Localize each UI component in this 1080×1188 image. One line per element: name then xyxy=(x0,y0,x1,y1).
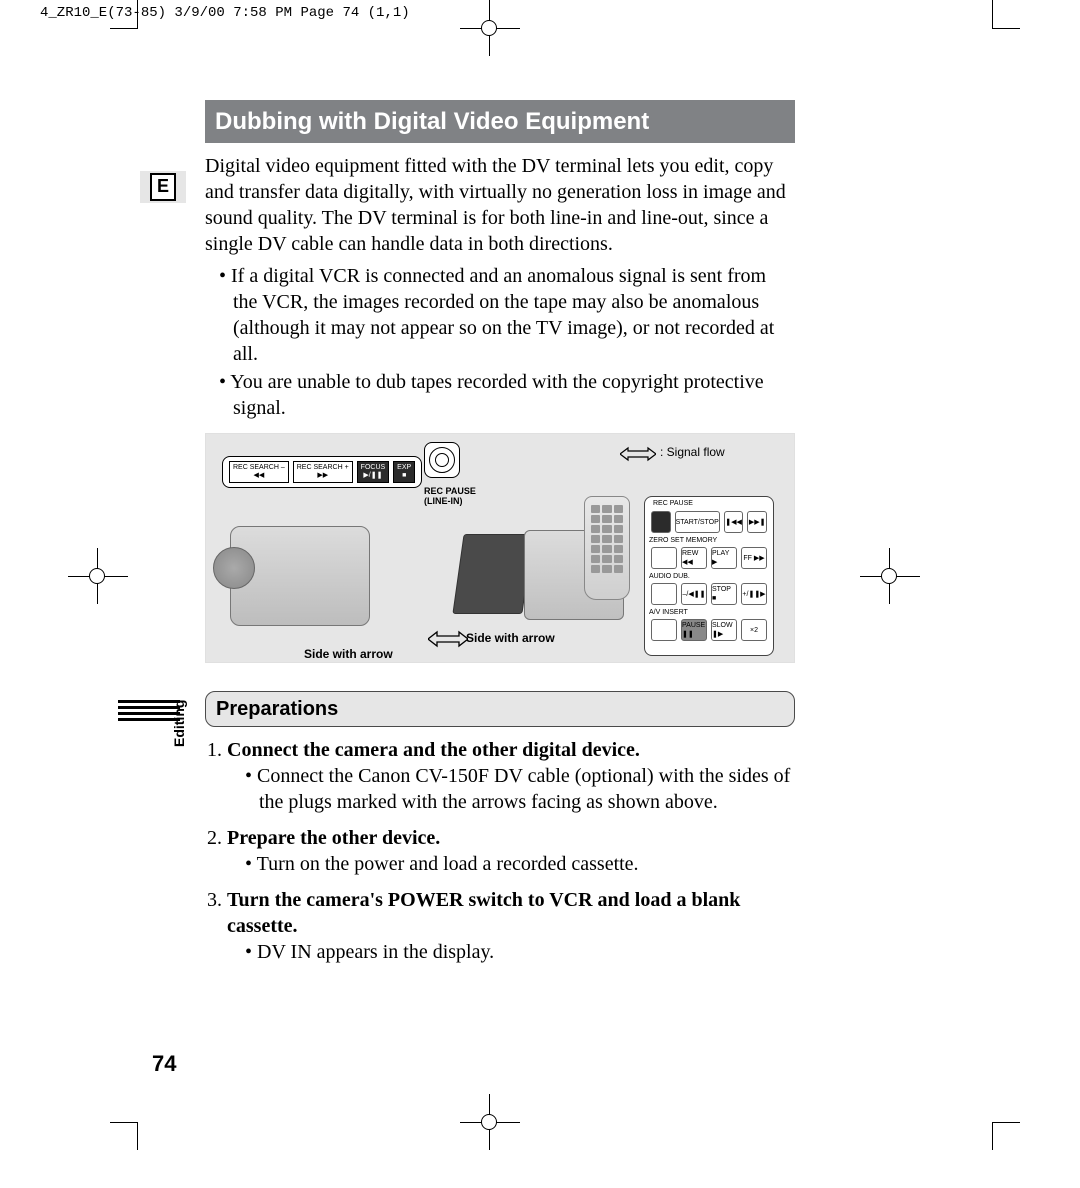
control-callout: REC SEARCH –◀◀ REC SEARCH +▶▶ FOCUS▶/❚❚ … xyxy=(222,456,422,487)
print-header: 4_ZR10_E(73-85) 3/9/00 7:58 PM Page 74 (… xyxy=(40,4,410,22)
remote-button-map: REC PAUSE START/STOP ❚◀◀ ▶▶❚ ZERO SET ME… xyxy=(644,496,774,656)
remote-label: AUDIO DUB. xyxy=(649,573,690,580)
step-title: Prepare the other device. xyxy=(227,827,440,849)
intro-bullet: You are unable to dub tapes recorded wit… xyxy=(219,369,795,421)
remote-btn: ❚◀◀ xyxy=(724,511,744,533)
step-item: Prepare the other device. Turn on the po… xyxy=(227,825,795,877)
lcd-illustration xyxy=(452,534,533,614)
intro-paragraph: Digital video equipment fitted with the … xyxy=(205,153,795,257)
remote-btn: PLAY ▶ xyxy=(711,547,737,569)
language-badge: E xyxy=(140,171,186,203)
callout-btn: FOCUS▶/❚❚ xyxy=(357,461,390,482)
registration-mark xyxy=(881,568,897,584)
remote-small-illustration xyxy=(584,496,630,600)
step-sub: Connect the Canon CV-150F DV cable (opti… xyxy=(245,763,795,815)
page-title: Dubbing with Digital Video Equipment xyxy=(205,100,795,143)
crop-mark xyxy=(137,1122,138,1150)
callout-btn: REC SEARCH +▶▶ xyxy=(293,461,353,482)
remote-btn: START/STOP xyxy=(675,511,720,533)
remote-btn: ×2 xyxy=(741,619,767,641)
side-arrow-label-right: Side with arrow xyxy=(466,631,555,647)
registration-mark xyxy=(481,1114,497,1130)
step-sub: DV IN appears in the display. xyxy=(245,939,795,965)
remote-btn: REW ◀◀ xyxy=(681,547,707,569)
step-title: Turn the camera's POWER switch to VCR an… xyxy=(227,889,740,937)
crop-mark xyxy=(110,1122,138,1123)
preparations-heading: Preparations xyxy=(205,691,795,727)
intro-bullet: If a digital VCR is connected and an ano… xyxy=(219,263,795,367)
signal-flow-label: : Signal flow xyxy=(660,445,725,461)
side-tab-label: Editing xyxy=(170,700,188,747)
step-item: Connect the camera and the other digital… xyxy=(227,737,795,815)
language-badge-letter: E xyxy=(150,173,176,200)
registration-mark xyxy=(89,568,105,584)
remote-btn: ▶▶❚ xyxy=(747,511,767,533)
callout-btn: REC SEARCH –◀◀ xyxy=(229,461,289,482)
remote-label: A/V INSERT xyxy=(649,609,688,616)
preparation-steps: Connect the camera and the other digital… xyxy=(205,737,795,965)
side-arrow-label-left: Side with arrow xyxy=(304,647,393,663)
line-in-label: (LINE-IN) xyxy=(424,496,463,508)
remote-btn: STOP ■ xyxy=(711,583,737,605)
camera-left-illustration xyxy=(230,526,370,626)
remote-btn: PAUSE ❚❚ xyxy=(681,619,707,641)
intro-bullets: If a digital VCR is connected and an ano… xyxy=(205,263,795,421)
remote-btn: +/❚❚▶ xyxy=(741,583,767,605)
remote-label: REC PAUSE xyxy=(653,500,693,507)
crop-mark xyxy=(992,1122,993,1150)
bidir-arrow-icon xyxy=(428,630,468,648)
crop-mark xyxy=(992,28,1020,29)
page-number: 74 xyxy=(152,1050,176,1079)
remote-btn: –/◀❚❚ xyxy=(681,583,707,605)
rec-pause-callout xyxy=(424,442,460,478)
registration-mark xyxy=(481,20,497,36)
callout-btn: EXP■ xyxy=(393,461,415,482)
remote-btn: FF ▶▶ xyxy=(741,547,767,569)
remote-label: ZERO SET MEMORY xyxy=(649,537,717,544)
connection-diagram: : Signal flow REC SEARCH –◀◀ REC SEARCH … xyxy=(205,433,795,663)
page-content: Dubbing with Digital Video Equipment Dig… xyxy=(205,100,795,975)
step-item: Turn the camera's POWER switch to VCR an… xyxy=(227,887,795,965)
crop-mark xyxy=(110,28,138,29)
step-sub: Turn on the power and load a recorded ca… xyxy=(245,851,795,877)
remote-btn: SLOW ❚▶ xyxy=(711,619,737,641)
crop-mark xyxy=(137,0,138,28)
crop-mark xyxy=(992,0,993,28)
crop-mark xyxy=(992,1122,1020,1123)
signal-flow-icon xyxy=(620,446,656,462)
step-title: Connect the camera and the other digital… xyxy=(227,739,640,761)
